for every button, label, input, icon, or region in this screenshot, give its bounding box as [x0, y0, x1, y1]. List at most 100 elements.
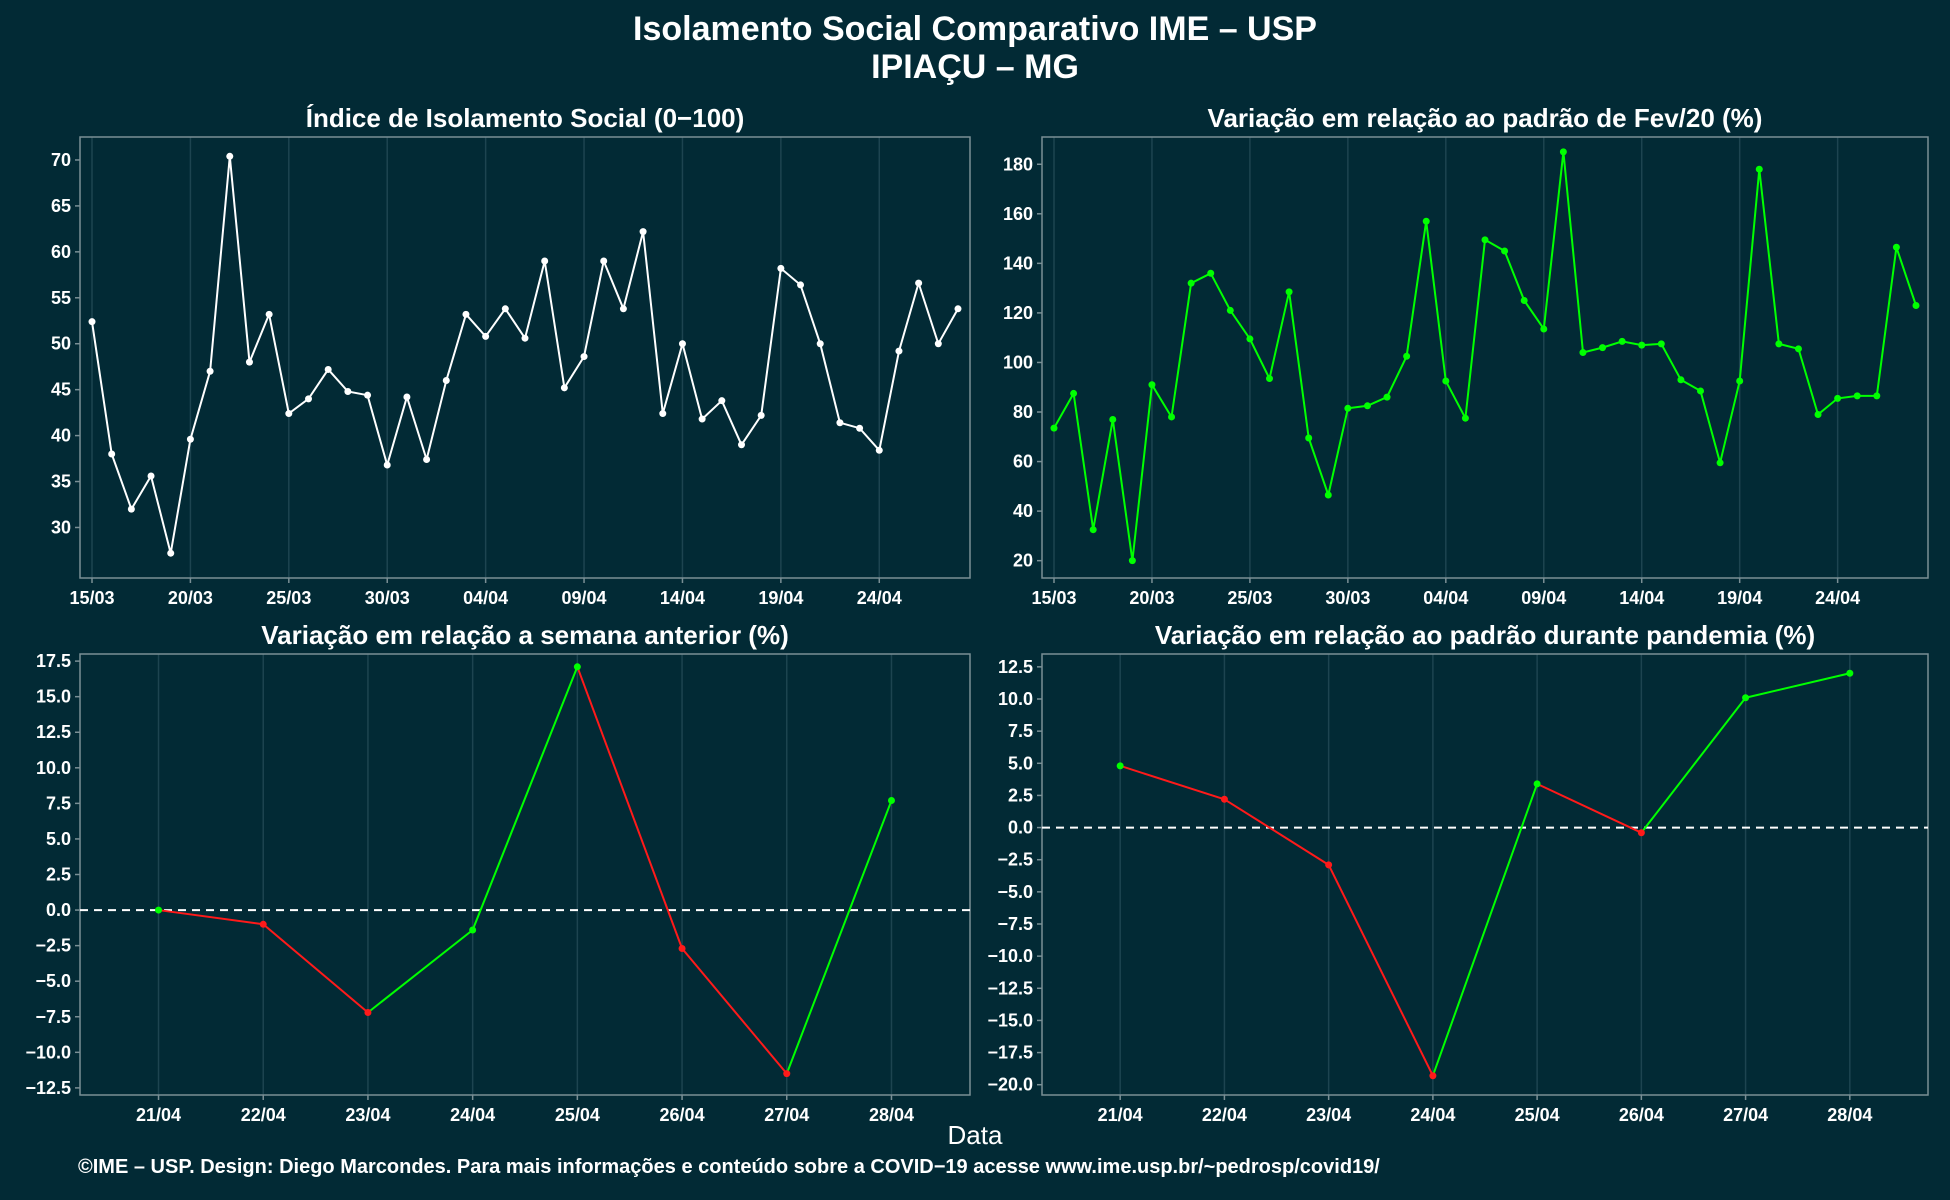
- series-segment: [1223, 798, 1330, 866]
- data-point: [1324, 491, 1332, 499]
- data-point: [856, 424, 864, 432]
- x-tick-label: 28/04: [1827, 1105, 1872, 1125]
- data-point: [797, 281, 805, 289]
- series-segment: [1745, 672, 1851, 699]
- data-point: [259, 920, 267, 928]
- panel-border: [1041, 136, 1929, 579]
- footer-credits: ©IME – USP. Design: Diego Marcondes. Par…: [78, 1156, 1380, 1178]
- y-tick-label: 2.5: [46, 865, 71, 885]
- data-point: [895, 347, 903, 355]
- data-point: [738, 441, 745, 449]
- data-point: [678, 340, 686, 348]
- data-point: [285, 410, 293, 418]
- data-point: [1422, 217, 1430, 225]
- data-point: [1520, 297, 1528, 305]
- data-point: [403, 393, 411, 401]
- data-point: [915, 279, 923, 287]
- data-point: [1657, 340, 1665, 348]
- data-point: [1618, 337, 1626, 345]
- data-point: [639, 228, 647, 236]
- data-point: [1403, 352, 1411, 360]
- data-point: [619, 305, 627, 313]
- data-point: [155, 906, 163, 914]
- series-segment: [576, 666, 683, 949]
- data-point: [1168, 413, 1176, 421]
- chart-panel-2: Variação em relação ao padrão de Fev/20 …: [1003, 103, 1929, 608]
- data-point: [364, 1008, 372, 1016]
- data-point: [1540, 325, 1548, 333]
- x-tick-label: 09/04: [1521, 588, 1566, 608]
- y-tick-label: 70: [51, 150, 71, 170]
- x-tick-label: 25/03: [266, 588, 311, 608]
- data-point: [245, 358, 253, 366]
- data-point: [364, 391, 372, 399]
- y-tick-label: −12.5: [987, 978, 1033, 998]
- data-point: [305, 395, 312, 403]
- data-point: [1853, 392, 1861, 400]
- data-point: [265, 310, 273, 318]
- data-point: [1461, 414, 1469, 422]
- x-tick-label: 25/04: [555, 1105, 600, 1125]
- data-point: [1742, 694, 1750, 702]
- y-tick-label: −20.0: [987, 1075, 1033, 1095]
- x-tick-label: 23/04: [345, 1105, 390, 1125]
- x-tick-label: 19/04: [1717, 588, 1762, 608]
- x-tick-label: 25/04: [1515, 1105, 1560, 1125]
- panel-title: Índice de Isolamento Social (0−100): [306, 103, 745, 133]
- data-point: [1677, 376, 1685, 384]
- data-point: [1220, 795, 1228, 803]
- data-point: [659, 410, 667, 418]
- data-point: [1128, 557, 1136, 565]
- y-tick-label: 30: [51, 517, 71, 537]
- data-point: [324, 365, 332, 373]
- y-tick-label: 80: [1013, 402, 1033, 422]
- data-point: [1070, 389, 1078, 397]
- x-tick-label: 22/04: [1202, 1105, 1247, 1125]
- data-point: [383, 461, 391, 469]
- y-tick-label: 7.5: [46, 793, 71, 813]
- panel-title: Variação em relação ao padrão de Fev/20 …: [1208, 103, 1763, 133]
- data-point: [1873, 392, 1881, 400]
- data-point: [501, 305, 509, 313]
- data-point: [1383, 393, 1391, 401]
- y-tick-label: 65: [51, 196, 71, 216]
- chart-panel-3: Variação em relação a semana anterior (%…: [25, 620, 971, 1125]
- data-point: [698, 415, 706, 423]
- data-point: [1344, 404, 1352, 412]
- x-tick-label: 26/04: [660, 1105, 705, 1125]
- x-tick-label: 14/04: [1619, 588, 1664, 608]
- data-point: [718, 397, 726, 405]
- series-segment: [1119, 764, 1225, 801]
- x-tick-label: 22/04: [241, 1105, 286, 1125]
- data-point: [1429, 1072, 1437, 1080]
- data-point: [1363, 402, 1371, 410]
- data-point: [1089, 526, 1097, 534]
- y-tick-label: 2.5: [1008, 785, 1033, 805]
- data-point: [1266, 375, 1273, 383]
- y-tick-label: 10.0: [36, 758, 71, 778]
- y-tick-label: 160: [1003, 204, 1033, 224]
- data-point: [560, 384, 568, 392]
- data-point: [1305, 434, 1313, 442]
- y-tick-label: −2.5: [35, 936, 71, 956]
- x-tick-label: 28/04: [869, 1105, 914, 1125]
- data-point: [1814, 410, 1822, 418]
- y-tick-label: −2.5: [997, 850, 1033, 870]
- data-point: [1533, 780, 1541, 788]
- chart-panel-4: Variação em relação ao padrão durante pa…: [987, 620, 1929, 1125]
- data-point: [1775, 340, 1783, 348]
- data-point: [580, 353, 588, 361]
- data-point: [1697, 387, 1704, 395]
- y-tick-label: 55: [51, 288, 71, 308]
- data-point: [1637, 829, 1645, 837]
- x-tick-label: 27/04: [764, 1105, 809, 1125]
- data-point: [1501, 247, 1509, 255]
- data-point: [1912, 301, 1920, 309]
- y-tick-label: 0.0: [46, 900, 71, 920]
- y-tick-label: −7.5: [997, 914, 1033, 934]
- x-tick-label: 23/04: [1306, 1105, 1351, 1125]
- series-segment: [367, 929, 474, 1014]
- series-segment: [1431, 783, 1539, 1077]
- y-tick-label: 5.0: [1008, 753, 1033, 773]
- series-line: [91, 156, 959, 554]
